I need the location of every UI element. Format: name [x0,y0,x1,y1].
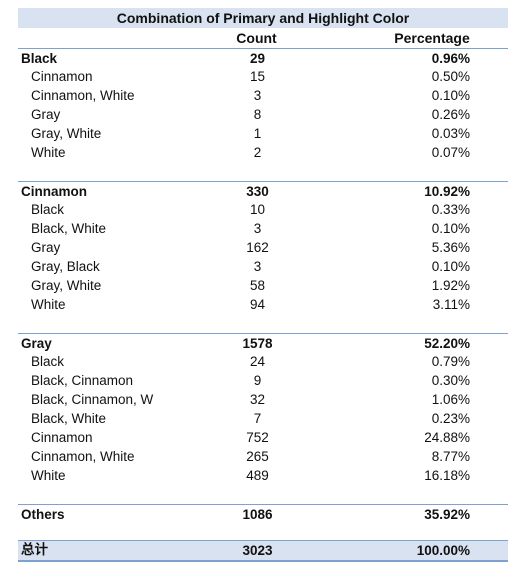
cell-percentage: 0.03% [431,126,470,141]
column-header-count: Count [236,30,277,46]
cell-percentage: 52.20% [424,336,470,351]
table-row: Cinnamon 15 0.50% [18,67,508,86]
cell-label: Gray, Black [31,259,100,274]
table-row: Black, White 3 0.10% [18,219,508,238]
group-row: Gray 1578 52.20% [18,333,508,353]
cell-count: 265 [246,449,269,464]
cell-count: 7 [253,411,262,426]
cell-label: White [31,468,66,483]
cell-label: Cinnamon [31,430,93,445]
cell-label: Black, Cinnamon [31,373,134,388]
table-row: Black, Cinnamon 9 0.30% [18,371,508,390]
cell-label: 总计 [21,542,48,558]
cell-percentage: 0.10% [431,259,470,274]
cell-label: Black, Cinnamon, W [31,392,154,407]
cell-percentage: 0.50% [431,69,470,84]
cell-percentage: 0.10% [431,221,470,236]
cell-percentage: 1.06% [431,392,470,407]
cell-count: 3 [253,259,262,274]
cell-count: 15 [249,69,266,84]
cell-count: 3 [253,88,262,103]
cell-percentage: 35.92% [424,507,470,522]
cell-count: 58 [249,278,266,293]
cell-label: Gray [31,240,61,255]
cell-percentage: 0.33% [431,202,470,217]
cell-percentage: 24.88% [424,430,470,445]
cell-count: 2 [253,145,262,160]
group-row: Black 29 0.96% [18,48,508,68]
table-row: Black 10 0.33% [18,200,508,219]
cell-percentage: 0.96% [431,51,470,66]
cell-label: Cinnamon [21,184,87,199]
cell-percentage: 0.30% [431,373,470,388]
cell-percentage: 0.79% [431,354,470,369]
table-title: Combination of Primary and Highlight Col… [18,8,508,28]
cell-count: 94 [249,297,266,312]
table-row: Black, White 7 0.23% [18,409,508,428]
cell-count: 3023 [242,543,273,558]
cell-percentage: 3.11% [432,297,470,312]
cell-percentage: 16.18% [424,468,470,483]
cell-label: White [31,145,66,160]
cell-label: Gray [21,336,52,351]
cell-count: 1578 [242,336,273,351]
cell-label: Black [21,51,58,66]
cell-label: Black, White [31,411,107,426]
cell-label: Black [31,202,65,217]
cell-percentage: 5.36% [431,240,470,255]
table-row: Cinnamon, White 265 8.77% [18,447,508,466]
cell-count: 1 [253,126,262,141]
cell-label: Cinnamon [31,69,93,84]
table-row: Black 24 0.79% [18,352,508,371]
cell-count: 752 [246,430,269,445]
table-row: Cinnamon, White 3 0.10% [18,86,508,105]
cell-percentage: 0.23% [431,411,470,426]
cell-label: Gray [31,107,61,122]
table-row: Gray, White 58 1.92% [18,276,508,295]
cell-count: 1086 [242,507,273,522]
group-row: Cinnamon 330 10.92% [18,181,508,201]
cell-label: Others [21,507,65,522]
cell-percentage: 100.00% [416,543,470,558]
cell-count: 9 [253,373,262,388]
table-row: Gray, White 1 0.03% [18,124,508,143]
table-row: Gray 8 0.26% [18,105,508,124]
cell-label: Black [31,354,65,369]
cell-percentage: 0.26% [431,107,470,122]
cell-count: 32 [249,392,266,407]
cell-count: 8 [253,107,262,122]
cell-count: 24 [249,354,266,369]
table-row: White 489 16.18% [18,466,508,485]
cell-count: 10 [249,202,266,217]
cell-percentage: 8.77% [431,449,470,464]
column-header-percentage: Percentage [394,30,470,46]
cell-count: 330 [246,184,269,199]
table-row: White 2 0.07% [18,143,508,162]
cell-percentage: 1.92% [431,278,470,293]
total-row: 总计 3023 100.00% [18,540,508,562]
cell-percentage: 10.92% [424,184,470,199]
table-row: Black, Cinnamon, W 32 1.06% [18,390,508,409]
cell-label: Cinnamon, White [31,449,135,464]
cell-percentage: 0.10% [431,88,470,103]
cell-count: 489 [246,468,269,483]
cell-label: Black, White [31,221,107,236]
table-row: Gray 162 5.36% [18,238,508,257]
table-row: Gray, Black 3 0.10% [18,257,508,276]
cell-label: Gray, White [31,126,102,141]
cell-count: 162 [246,240,269,255]
cell-count: 29 [249,51,266,66]
cell-percentage: 0.07% [431,145,470,160]
table-row: Cinnamon 752 24.88% [18,428,508,447]
cell-label: Gray, White [31,278,102,293]
cell-label: Cinnamon, White [31,88,135,103]
cell-label: White [31,297,66,312]
cell-count: 3 [253,221,262,236]
table-row: White 94 3.11% [18,295,508,314]
group-row: Others 1086 35.92% [18,504,508,524]
